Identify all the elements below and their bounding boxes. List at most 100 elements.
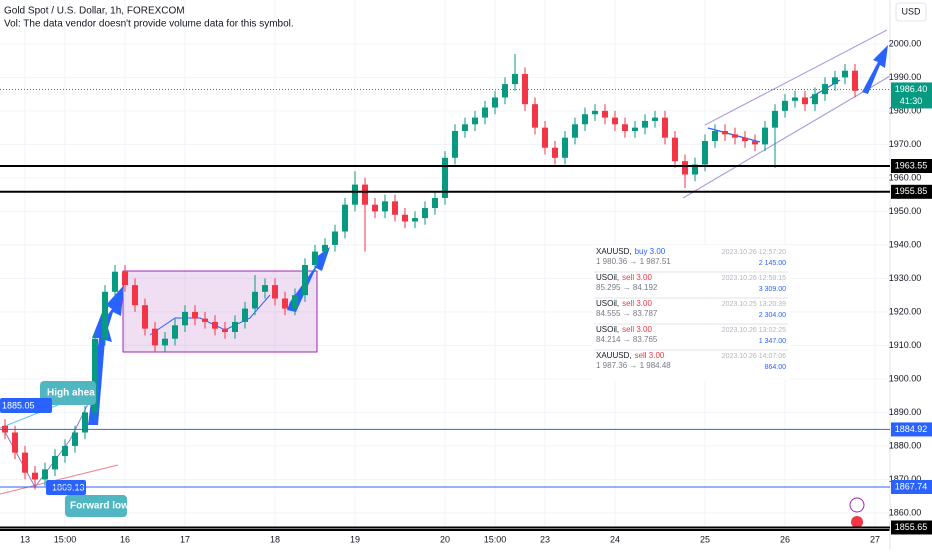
x-tick-label: 27	[870, 534, 880, 544]
trade-prices: 84.214 → 83.765	[596, 335, 658, 344]
candle-body	[312, 251, 318, 265]
price-label: 1855.65	[895, 522, 928, 532]
trade-side: sell 3.00	[622, 299, 652, 308]
candle-body	[332, 231, 338, 245]
price-label-bg	[891, 422, 932, 437]
candle-body	[632, 127, 638, 131]
candle-body	[452, 130, 458, 158]
candle-body	[392, 201, 398, 215]
candle-body	[562, 137, 568, 158]
candle-body	[42, 469, 48, 480]
candle-body	[552, 147, 558, 158]
x-tick-label: 17	[180, 534, 190, 544]
trade-prices: 84.555 → 83.787	[596, 309, 658, 318]
price-label: 1884.92	[895, 424, 928, 434]
candle-body	[132, 285, 138, 306]
price-label-bg	[891, 184, 932, 199]
candle-body	[122, 271, 128, 286]
price-tag	[46, 480, 86, 495]
candle-body	[532, 104, 538, 128]
y-tick-label: 1870.00	[889, 474, 922, 484]
candle-body	[292, 295, 298, 309]
trade-time: 2023.10.25 13:20:39	[722, 301, 786, 308]
y-tick-label: 1900.00	[889, 373, 922, 383]
x-tick-label: 19	[350, 534, 360, 544]
trade-prices: 1 987.36 → 1 984.48	[596, 361, 671, 370]
candle-body	[492, 97, 498, 108]
price-label: 1867.74	[895, 481, 928, 491]
candle-body	[202, 318, 208, 322]
candle-body	[682, 161, 688, 175]
candle-body	[152, 328, 158, 346]
candle-body	[262, 285, 268, 292]
countdown: 41:30	[900, 96, 923, 106]
price-label: 1955.85	[895, 186, 928, 196]
trend-line	[0, 464, 119, 495]
currency-button[interactable]	[895, 2, 927, 22]
candle-body	[232, 321, 238, 333]
arrow	[862, 45, 888, 94]
candle-body	[672, 137, 678, 162]
trade-side: sell 3.00	[635, 351, 665, 360]
candle-body	[702, 141, 708, 165]
last-price-bg	[891, 82, 932, 109]
candle-body	[62, 445, 68, 456]
candle-body	[742, 137, 748, 142]
candle-body	[642, 120, 648, 128]
candle-body	[362, 184, 368, 205]
candle-body	[382, 201, 388, 212]
candle-body	[182, 311, 188, 326]
candle-body	[502, 84, 508, 98]
candle-body	[342, 204, 348, 232]
candle-body	[162, 338, 168, 346]
chart-title: Gold Spot / U.S. Dollar, 1h, FOREXCOM	[4, 6, 185, 17]
candle-body	[102, 291, 108, 339]
x-tick-label: 13	[20, 534, 30, 544]
trade-symbol: USOil,	[596, 325, 619, 334]
currency[interactable]: USD	[901, 6, 921, 16]
icon[interactable]	[851, 516, 863, 528]
y-tick-label: 1990.00	[889, 72, 922, 82]
candle-body	[212, 321, 218, 329]
candle-body	[352, 184, 358, 205]
arrow	[97, 285, 124, 330]
candle-body	[622, 124, 628, 131]
candle-body	[112, 271, 118, 292]
y-tick-label: 1880.00	[889, 440, 922, 450]
y-tick-label: 1910.00	[889, 340, 922, 350]
candle-body	[512, 74, 518, 85]
trade-time: 2023.10.26 14:07:06	[722, 353, 786, 360]
y-tick-label: 1940.00	[889, 239, 922, 249]
candle-body	[692, 164, 698, 175]
candle-body	[712, 130, 718, 142]
candle-body	[242, 308, 248, 322]
y-tick-label: 1890.00	[889, 407, 922, 417]
candle-body	[792, 97, 798, 101]
price-tag-text: 1885.05	[2, 400, 35, 410]
candle-body	[252, 291, 258, 309]
candle-body	[22, 452, 28, 473]
callout	[65, 495, 127, 517]
x-tick-label: 15:00	[484, 534, 507, 544]
candle-body	[412, 218, 418, 222]
candle-body	[92, 338, 98, 413]
trade-side: buy 3.00	[635, 247, 666, 256]
x-tick-label: 25	[700, 534, 710, 544]
trade-prices: 85.295 → 84.192	[596, 283, 658, 292]
candle-body	[572, 124, 578, 138]
candle-body	[222, 328, 228, 333]
candle-body	[52, 455, 58, 470]
candle-body	[832, 77, 838, 85]
y-tick-label: 1860.00	[889, 507, 922, 517]
y-tick-label: 1980.00	[889, 105, 922, 115]
y-tick-label: 1920.00	[889, 306, 922, 316]
trades-panel	[592, 245, 790, 380]
candle-body	[422, 208, 428, 219]
trade-time: 2023.10.26 12:57:20	[722, 249, 786, 256]
trade-symbol: XAUUSD,	[596, 351, 632, 360]
candle-body	[612, 117, 618, 125]
icon[interactable]	[849, 497, 865, 513]
price-label: 1963.55	[895, 160, 928, 170]
candle-body	[142, 305, 148, 329]
